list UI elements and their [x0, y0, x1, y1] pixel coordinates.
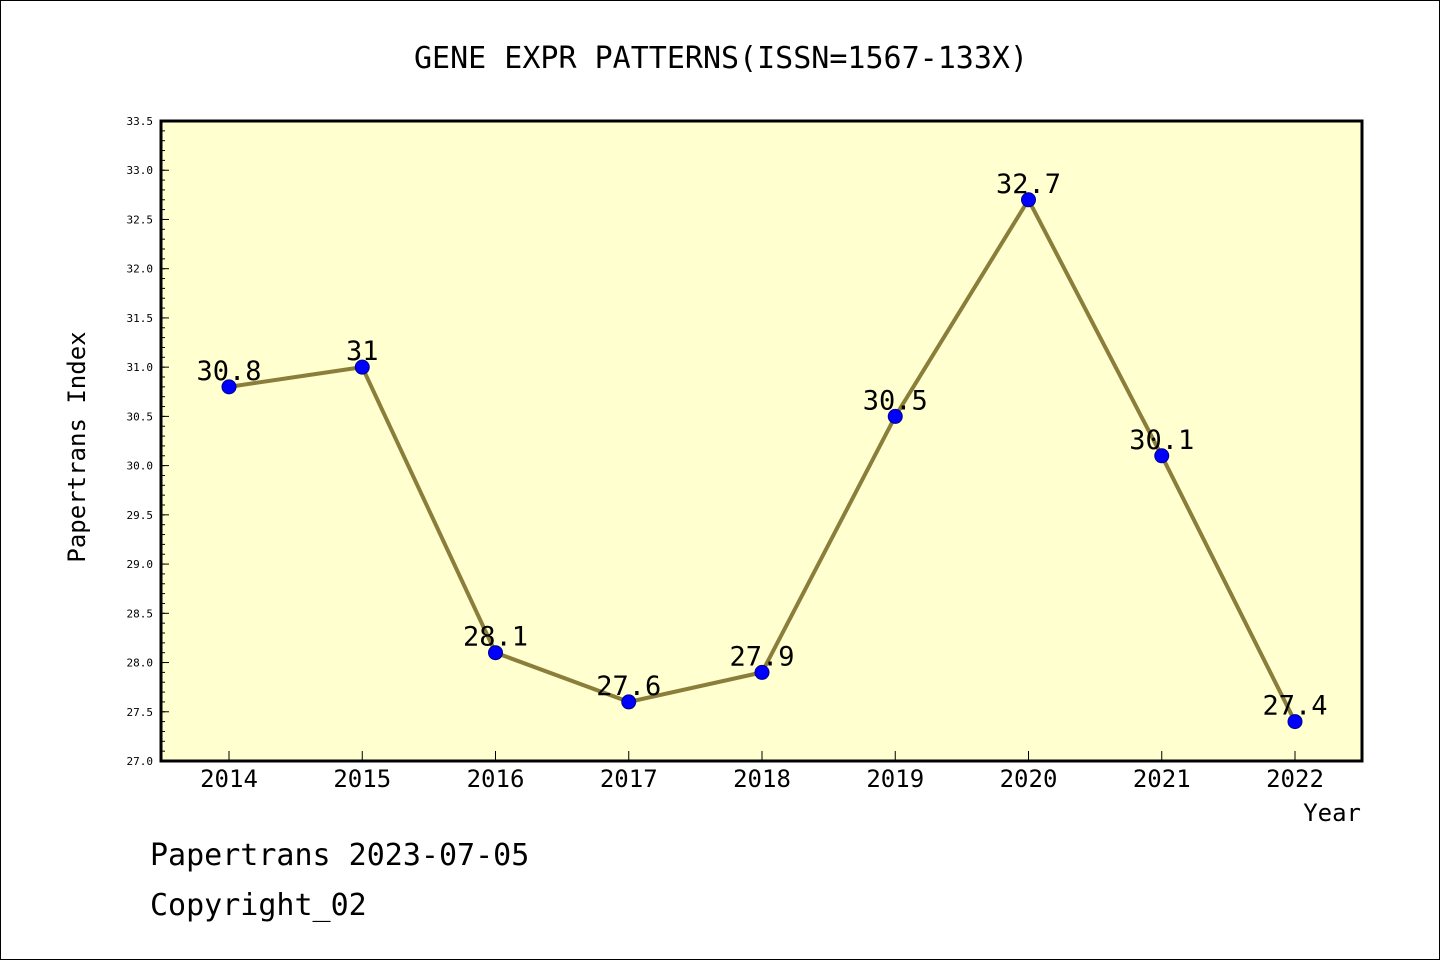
- data-point: [1154, 448, 1170, 464]
- data-point: [221, 379, 237, 395]
- data-point: [621, 694, 637, 710]
- data-point: [887, 408, 903, 424]
- data-label: 30.8: [196, 356, 261, 387]
- data-label: 27.4: [1262, 691, 1327, 722]
- footer-copyright: Copyright_02: [150, 888, 367, 923]
- y-tick-label: 30.5: [127, 410, 154, 423]
- x-tick-label: 2014: [200, 765, 258, 793]
- data-label: 31: [346, 336, 379, 367]
- y-tick-label: 28.0: [127, 657, 154, 670]
- x-tick-label: 2017: [600, 765, 658, 793]
- x-tick-label: 2016: [467, 765, 525, 793]
- x-tick-label: 2015: [333, 765, 391, 793]
- data-points: [221, 192, 1303, 730]
- y-tick-label: 30.0: [127, 460, 154, 473]
- y-tick-label: 29.0: [127, 558, 154, 571]
- y-tick-label: 27.0: [127, 755, 154, 768]
- data-point: [354, 359, 370, 375]
- x-tick-label: 2018: [733, 765, 791, 793]
- data-point: [1287, 714, 1303, 730]
- data-label: 30.5: [863, 385, 928, 416]
- data-point: [754, 664, 770, 680]
- x-tick-label: 2020: [1000, 765, 1058, 793]
- y-tick-label: 27.5: [127, 706, 154, 719]
- y-tick-label: 31.5: [127, 312, 154, 325]
- data-point: [488, 645, 503, 661]
- data-label: 27.6: [596, 671, 661, 702]
- data-label: 32.7: [996, 169, 1061, 200]
- y-tick-label: 31.0: [127, 361, 154, 374]
- y-tick-label: 33.5: [127, 115, 154, 128]
- plot-area: [159, 119, 1364, 763]
- data-label: 30.1: [1129, 425, 1194, 456]
- y-tick-label: 29.5: [127, 509, 154, 522]
- x-axis-title: Year: [1303, 799, 1361, 827]
- y-tick-label: 28.5: [127, 607, 154, 620]
- x-tick-label: 2022: [1266, 765, 1324, 793]
- data-labels: 30.8 31 28.1 27.6 27.9 30.5 32.7 30.1 27.4: [196, 169, 1327, 722]
- footer-date: Papertrans 2023-07-05: [150, 838, 529, 873]
- y-tick-label: 32.5: [127, 213, 154, 226]
- data-label: 28.1: [463, 622, 528, 653]
- chart-title: GENE EXPR PATTERNS(ISSN=1567-133X): [414, 41, 1028, 76]
- y-tick-label: 33.0: [127, 164, 154, 177]
- y-axis-title: Papertrans Index: [63, 331, 91, 562]
- x-tick-label: 2019: [866, 765, 924, 793]
- y-tick-label: 32.0: [127, 263, 154, 276]
- x-axis: 2014 2015 2016 2017 2018 2019 2020 2021 2022: [200, 751, 1324, 793]
- x-tick-label: 2021: [1133, 765, 1191, 793]
- y-axis: 27.0 27.5 28.0 28.5 29.0 29.5 30.0 30.5 31.0 31.5…: [127, 115, 169, 768]
- data-label: 27.9: [729, 641, 794, 672]
- data-point: [1021, 192, 1036, 208]
